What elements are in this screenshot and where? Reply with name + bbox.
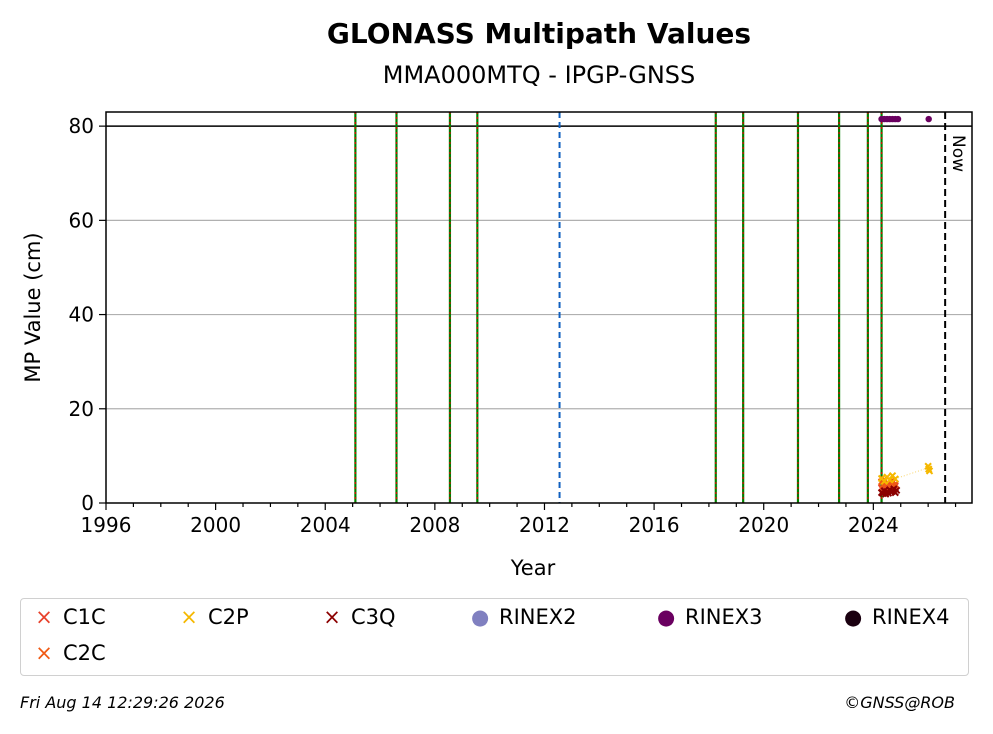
plot-frame [105,111,973,504]
rinex4-marker-icon: ● [844,604,863,629]
footer-copyright: ©GNSS@ROB [844,693,955,712]
y-tick-label: 20 [69,397,94,421]
legend-item-c2p: × C2P [180,605,249,629]
legend-item-c3q: × C3Q [323,604,396,629]
c1c-marker-icon: × [35,604,53,629]
multipath-chart: GLONASS Multipath Values MMA000MTQ - IPGP… [21,17,973,580]
legend: × C1C × C2P × C3Q ● RINEX2 ● RINEX3 ● RI… [20,598,969,676]
x-tick-label: 2012 [519,513,570,537]
legend-label: C3Q [351,605,396,629]
legend-item-rinex3: ● RINEX3 [657,605,763,629]
point-c2p [925,467,934,475]
x-tick-label: 2008 [409,513,460,537]
x-tick-label: 2020 [738,513,789,537]
c2c-marker-icon: × [35,640,53,665]
legend-label: RINEX4 [872,605,950,629]
x-tick-label: 2016 [629,513,680,537]
point-c2p [891,475,899,483]
c3q-marker-icon: × [323,604,341,629]
legend-label: RINEX3 [685,605,763,629]
x-tick-label: 1996 [81,513,132,537]
x-tick-label: 2000 [190,513,241,537]
legend-item-c2c: × C2C [35,641,106,665]
y-axis-label: MP Value (cm) [21,232,45,382]
point-c2p [886,476,894,484]
now-label: Now [948,135,968,172]
chart-subtitle: MMA000MTQ - IPGP-GNSS [383,61,695,89]
legend-label: C2P [208,605,249,629]
legend-item-rinex4: ● RINEX4 [844,605,950,629]
point-rinex3 [894,115,902,123]
x-tick-label: 2024 [848,513,899,537]
x-axis-label: Year [510,556,556,580]
chart-title: GLONASS Multipath Values [327,17,751,50]
y-tick-label: 0 [81,491,94,515]
footer-timestamp: Fri Aug 14 12:29:26 2026 [20,693,225,712]
point-c3q [892,486,901,494]
point-c2p [880,477,889,486]
legend-label: RINEX2 [499,605,577,629]
c2p-trend [895,467,929,480]
c2p-marker-icon: × [180,604,198,629]
y-tick-label: 60 [69,208,94,232]
rinex2-marker-icon: ● [471,604,490,629]
point-rinex3 [925,115,932,123]
legend-item-c1c: × C1C [35,605,106,629]
legend-label: C2C [63,641,106,665]
x-tick-label: 2004 [300,513,351,537]
y-tick-label: 80 [69,114,94,138]
legend-label: C1C [63,605,106,629]
rinex3-marker-icon: ● [657,604,676,629]
legend-item-rinex2: ● RINEX2 [471,605,577,629]
y-tick-label: 40 [69,303,94,327]
